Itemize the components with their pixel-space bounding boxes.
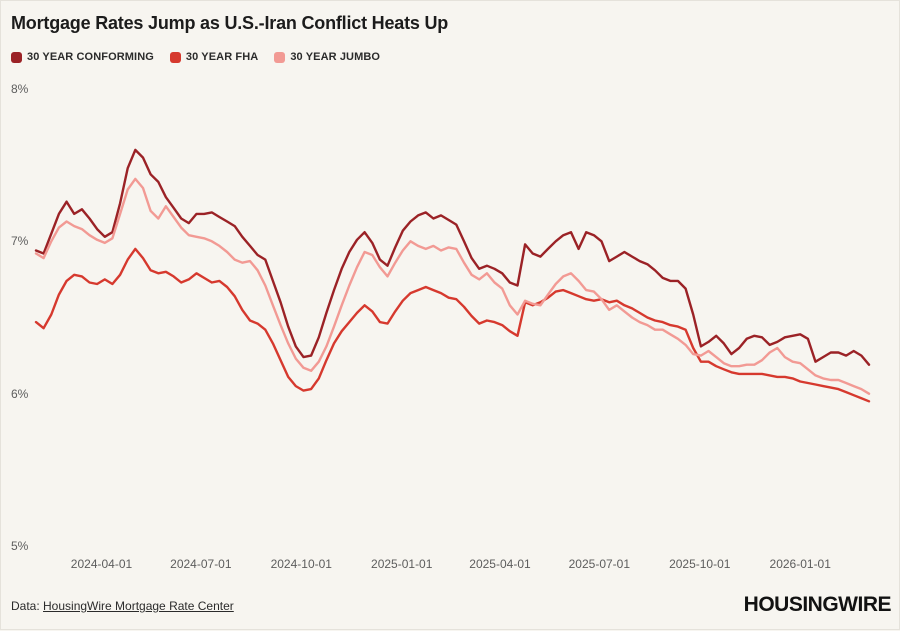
legend-item: 30 YEAR JUMBO — [274, 51, 380, 63]
legend-swatch-icon — [169, 51, 181, 63]
legend-item: 30 YEAR CONFORMING — [11, 51, 154, 63]
y-tick-label: 8% — [11, 82, 29, 96]
legend-label: 30 YEAR CONFORMING — [27, 51, 154, 63]
series-line — [34, 247, 871, 403]
chart-legend: 30 YEAR CONFORMING 30 YEAR FHA 30 YEAR JUM… — [11, 51, 380, 63]
legend-label: 30 YEAR FHA — [185, 51, 259, 63]
y-tick-label: 6% — [11, 386, 29, 401]
x-tick-label: 2024-10-01 — [270, 557, 332, 571]
legend-label: 30 YEAR JUMBO — [290, 51, 381, 63]
series-line — [34, 148, 871, 366]
series-line — [34, 177, 871, 395]
x-tick-label: 2026-01-01 — [769, 557, 831, 571]
x-tick-label: 2024-04-01 — [70, 557, 133, 571]
housingwire-logo: HOUSINGWIRE — [743, 593, 892, 616]
y-tick-label: 7% — [11, 234, 29, 249]
data-source-prefix: Data: — [11, 599, 44, 613]
legend-item: 30 YEAR FHA — [169, 51, 259, 63]
data-source: Data: HousingWire Mortgage Rate Center — [11, 599, 234, 613]
data-source-link[interactable]: HousingWire Mortgage Rate Center — [43, 599, 234, 613]
x-tick-label: 2025-04-01 — [469, 557, 531, 571]
legend-swatch-icon — [274, 51, 286, 63]
chart-title: Mortgage Rates Jump as U.S.-Iran Conflic… — [11, 13, 449, 33]
x-tick-label: 2024-07-01 — [170, 557, 232, 571]
y-tick-label: 5% — [11, 539, 29, 553]
x-tick-label: 2025-10-01 — [669, 557, 731, 571]
legend-swatch-icon — [11, 51, 22, 63]
x-tick-label: 2025-07-01 — [568, 557, 631, 571]
x-tick-label: 2025-01-01 — [371, 557, 433, 571]
